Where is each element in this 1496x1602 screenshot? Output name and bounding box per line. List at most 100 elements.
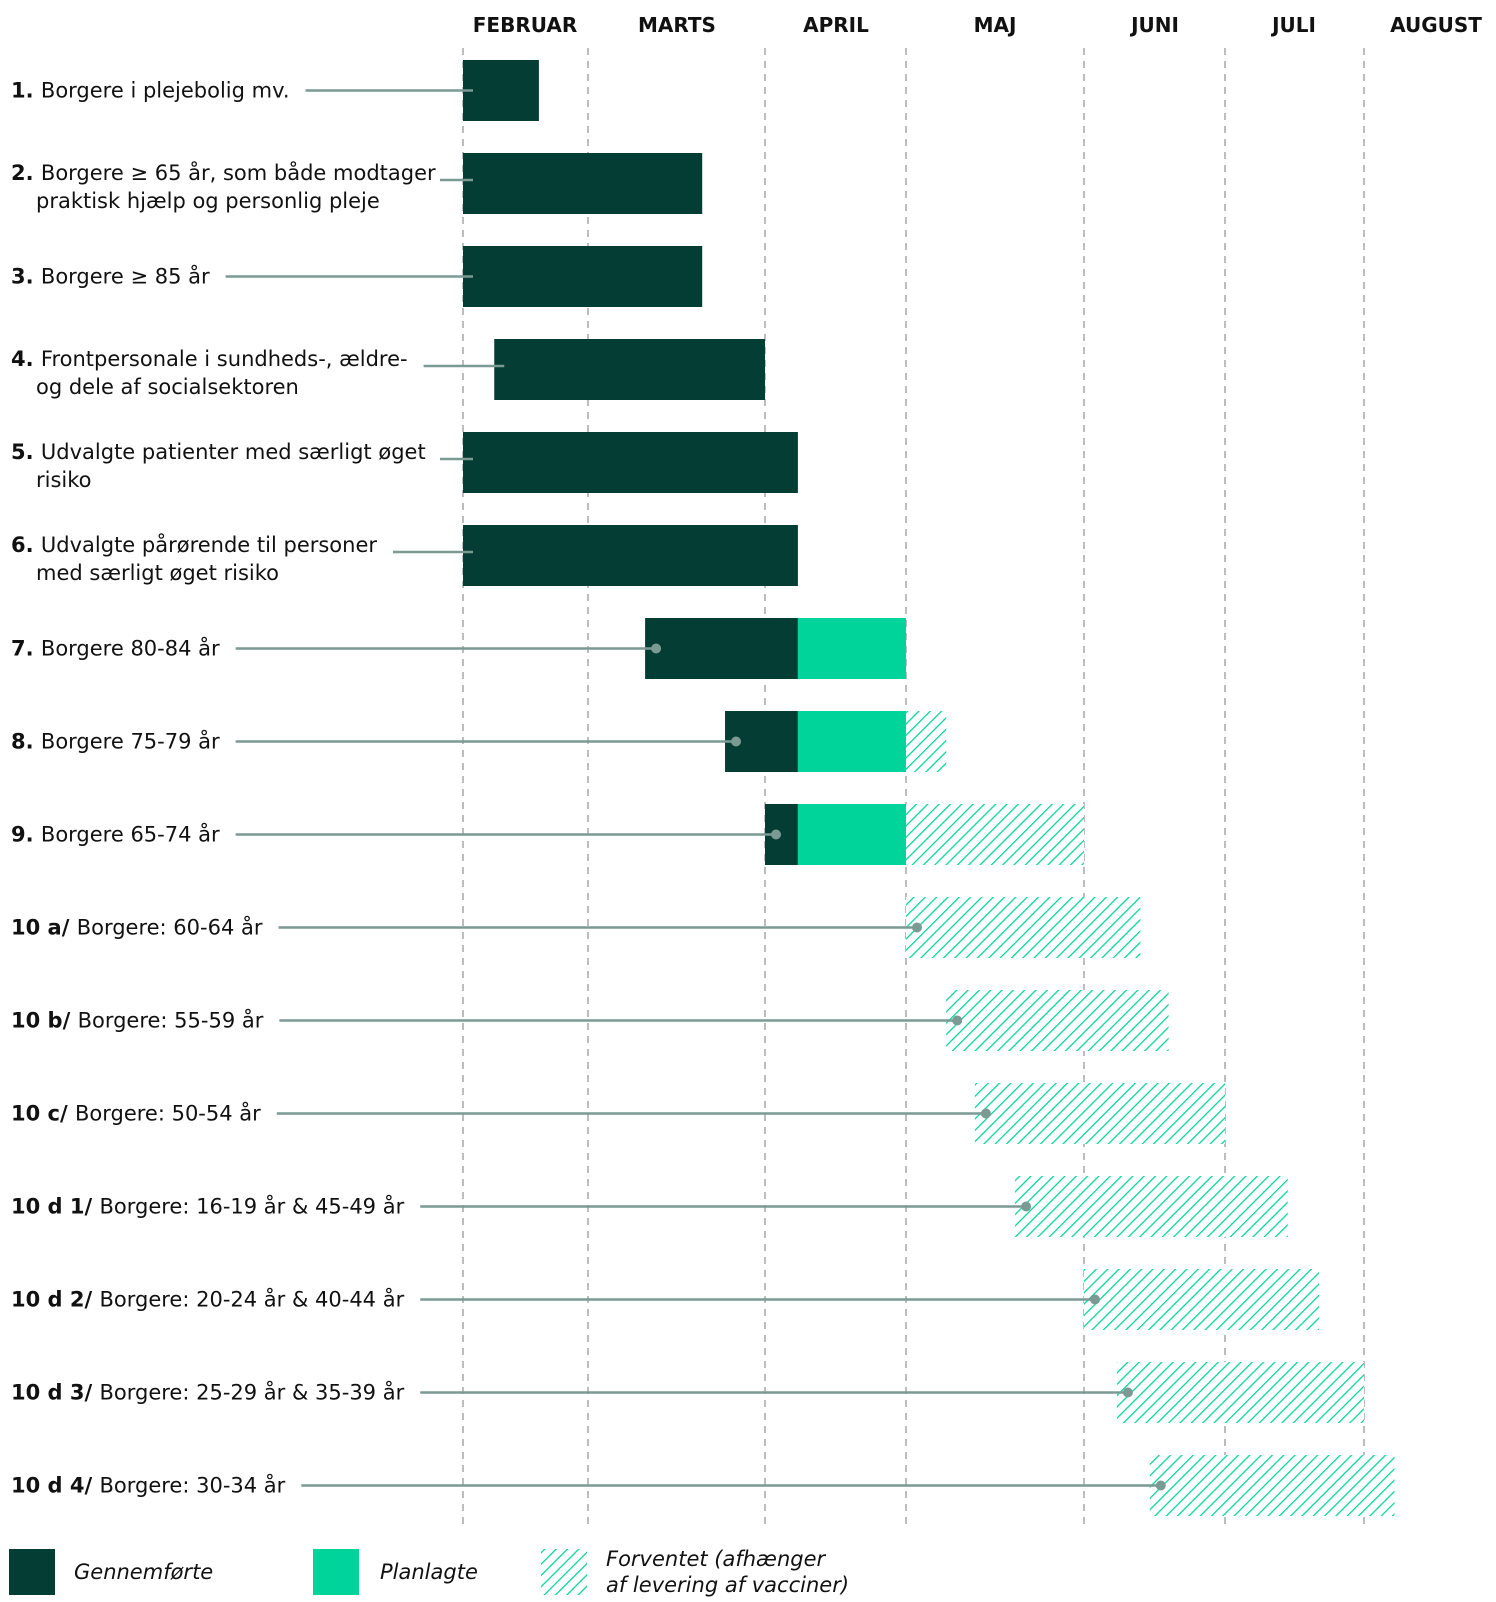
bar-expected-row-13: [1015, 1176, 1288, 1237]
legend: Gennemførte Planlagte Forventet (afhænge…: [9, 1547, 849, 1597]
bar-done-row-5: [463, 432, 798, 493]
bar-done-row-2: [463, 153, 703, 214]
row-text: Udvalgte patienter med særligt øget: [41, 440, 426, 464]
row-text: Borgere: 50-54 år: [75, 1101, 261, 1126]
bar-planned-row-9: [797, 804, 906, 865]
row-number: 10 c/: [11, 1102, 75, 1126]
connector-dot-row-8: [731, 736, 742, 747]
bar-done-row-3: [463, 246, 703, 307]
legend-label-expected-line2: af levering af vacciner): [606, 1573, 849, 1597]
bar-expected-row-15: [1116, 1362, 1364, 1423]
row-number: 10 d 1/: [11, 1195, 99, 1219]
connector-dot-row-12: [980, 1108, 991, 1119]
legend-label-expected-line1: Forventet (afhænger: [606, 1547, 827, 1571]
row-label-10: 10 a/ Borgere: 60-64 år: [11, 915, 263, 940]
row-text: Borgere ≥ 65 år, som både modtager: [41, 160, 436, 185]
bar-expected-row-12: [974, 1083, 1225, 1144]
row-label-2-line2: praktisk hjælp og personlig pleje: [36, 189, 380, 213]
row-number: 7.: [11, 637, 41, 661]
bar-done-row-6: [463, 525, 798, 586]
connector-dot-row-14: [1090, 1294, 1100, 1305]
bar-planned-row-8: [797, 711, 906, 772]
row-text: Borgere 80-84 år: [41, 636, 220, 661]
connector-dot-row-10: [912, 922, 922, 933]
row-text: Borgere ≥ 85 år: [41, 264, 210, 289]
row-label-3: 3. Borgere ≥ 85 år: [11, 264, 210, 289]
legend-label-done: Gennemførte: [74, 1560, 213, 1584]
connector-dot-row-16: [1155, 1480, 1166, 1491]
bar-expected-row-9: [906, 804, 1084, 865]
row-number: 5.: [11, 440, 41, 464]
row-label-7: 7. Borgere 80-84 år: [11, 636, 220, 661]
row-label-4-line2: og dele af socialsektoren: [36, 375, 299, 399]
row-label-5: 5. Udvalgte patienter med særligt øget: [11, 440, 426, 464]
row-text: Borgere: 55-59 år: [78, 1008, 264, 1033]
row-text: Borgere: 16-19 år & 45-49 år: [99, 1194, 404, 1219]
month-labels: FEBRUAR MARTS APRIL MAJ JUNI JULI AUGUST: [473, 13, 1483, 37]
row-number: 9.: [11, 823, 41, 847]
row-number: 1.: [11, 79, 41, 103]
row-text: Borgere: 60-64 år: [77, 915, 263, 940]
row-label-6: 6. Udvalgte pårørende til personer: [11, 532, 377, 557]
row-label-5-line2: risiko: [36, 468, 92, 492]
row-number: 10 a/: [11, 916, 77, 940]
row-number: 4.: [11, 347, 41, 371]
row-label-15: 10 d 3/ Borgere: 25-29 år & 35-39 år: [11, 1380, 405, 1405]
bar-done-row-4: [494, 339, 765, 400]
bar-done-row-7: [645, 618, 798, 679]
bar-expected-row-16: [1149, 1455, 1395, 1516]
month-label-juli: JULI: [1270, 13, 1316, 37]
row-number: 10 d 4/: [11, 1474, 99, 1498]
row-number: 10 d 2/: [11, 1288, 99, 1312]
connectors: [225, 89, 1166, 1491]
connector-dot-row-11: [952, 1015, 963, 1026]
row-label-14: 10 d 2/ Borgere: 20-24 år & 40-44 år: [11, 1287, 405, 1312]
month-label-juni: JUNI: [1129, 13, 1179, 37]
month-label-februar: FEBRUAR: [473, 13, 577, 37]
month-label-august: AUGUST: [1390, 13, 1482, 37]
month-label-april: APRIL: [803, 13, 869, 37]
legend-swatch-done: [9, 1549, 55, 1595]
row-number: 3.: [11, 265, 41, 289]
legend-label-planned: Planlagte: [380, 1560, 478, 1584]
row-text: Borgere: 25-29 år & 35-39 år: [99, 1380, 404, 1405]
row-label-16: 10 d 4/ Borgere: 30-34 år: [11, 1473, 286, 1498]
bar-expected-row-10: [906, 897, 1141, 958]
connector-dot-row-13: [1021, 1201, 1032, 1212]
row-text: Borgere 65-74 år: [41, 822, 220, 847]
row-label-4: 4. Frontpersonale i sundheds-, ældre-: [11, 347, 408, 371]
row-label-2: 2. Borgere ≥ 65 år, som både modtager: [11, 160, 436, 185]
bars: [463, 60, 1395, 1516]
row-label-9: 9. Borgere 65-74 år: [11, 822, 220, 847]
row-labels: 1. Borgere i plejebolig mv. 2. Borgere ≥ …: [11, 79, 436, 1498]
month-label-marts: MARTS: [638, 13, 716, 37]
connector-dot-row-15: [1122, 1387, 1133, 1398]
legend-swatch-expected: [541, 1549, 587, 1595]
row-text: Borgere i plejebolig mv.: [41, 79, 290, 103]
row-label-13: 10 d 1/ Borgere: 16-19 år & 45-49 år: [11, 1194, 405, 1219]
row-text: Udvalgte pårørende til personer: [41, 532, 377, 557]
row-number: 8.: [11, 730, 41, 754]
row-label-6-line2: med særligt øget risiko: [36, 561, 279, 585]
row-label-11: 10 b/ Borgere: 55-59 år: [11, 1008, 264, 1033]
row-number: 10 b/: [11, 1009, 78, 1033]
row-text: Borgere 75-79 år: [41, 729, 220, 754]
bar-planned-row-7: [797, 618, 906, 679]
row-number: 2.: [11, 161, 41, 185]
row-label-12: 10 c/ Borgere: 50-54 år: [11, 1101, 261, 1126]
month-label-maj: MAJ: [974, 13, 1017, 37]
bar-expected-row-14: [1084, 1269, 1320, 1330]
row-label-1: 1. Borgere i plejebolig mv.: [11, 79, 290, 103]
connector-dot-row-7: [651, 643, 662, 654]
row-number: 6.: [11, 533, 41, 557]
bar-expected-row-8: [906, 711, 947, 772]
row-text: Borgere: 30-34 år: [99, 1473, 285, 1498]
row-text: Borgere: 20-24 år & 40-44 år: [99, 1287, 404, 1312]
bar-done-row-1: [463, 60, 539, 121]
legend-swatch-planned: [313, 1549, 359, 1595]
row-label-8: 8. Borgere 75-79 år: [11, 729, 220, 754]
bar-expected-row-11: [946, 990, 1169, 1051]
row-number: 10 d 3/: [11, 1381, 99, 1405]
connector-dot-row-9: [771, 829, 781, 840]
